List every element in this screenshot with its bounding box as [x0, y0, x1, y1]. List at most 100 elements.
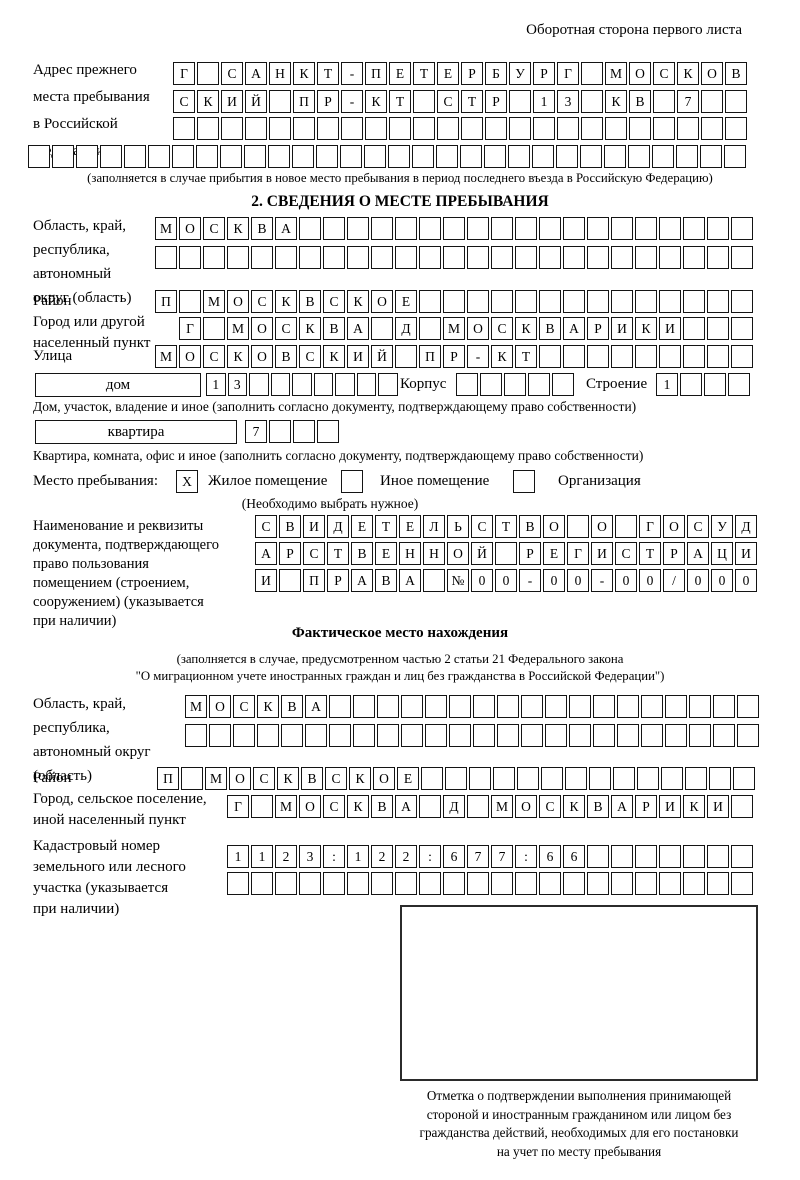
char-cell[interactable]: [491, 290, 513, 313]
char-cell[interactable]: О: [591, 515, 613, 538]
char-cell[interactable]: [323, 246, 345, 269]
char-cell[interactable]: Л: [423, 515, 445, 538]
char-cell[interactable]: [731, 246, 753, 269]
char-cell[interactable]: О: [467, 317, 489, 340]
char-cell[interactable]: [299, 872, 321, 895]
char-cell[interactable]: [731, 795, 753, 818]
char-cell[interactable]: [371, 217, 393, 240]
char-cell[interactable]: [419, 290, 441, 313]
char-cell[interactable]: 1: [227, 845, 249, 868]
char-cell[interactable]: О: [299, 795, 321, 818]
char-cell[interactable]: [185, 724, 207, 747]
char-cell[interactable]: [270, 373, 290, 396]
char-cell[interactable]: 3: [227, 373, 247, 396]
char-cell[interactable]: [279, 569, 301, 592]
char-cell[interactable]: Д: [395, 317, 417, 340]
char-cell[interactable]: А: [347, 317, 369, 340]
char-cell[interactable]: [659, 217, 681, 240]
char-cell[interactable]: [628, 145, 650, 168]
char-cell[interactable]: 2: [395, 845, 417, 868]
char-cell[interactable]: С: [687, 515, 709, 538]
char-cell[interactable]: [317, 117, 339, 140]
char-cell[interactable]: [604, 145, 626, 168]
char-cell[interactable]: Т: [639, 542, 661, 565]
char-cell[interactable]: [395, 872, 417, 895]
char-cell[interactable]: 1: [347, 845, 369, 868]
char-cell[interactable]: №: [447, 569, 469, 592]
char-cell[interactable]: [293, 420, 315, 443]
char-cell[interactable]: О: [663, 515, 685, 538]
char-cell[interactable]: 0: [543, 569, 565, 592]
char-cell[interactable]: [220, 145, 242, 168]
char-cell[interactable]: [683, 845, 705, 868]
char-cell[interactable]: П: [365, 62, 387, 85]
char-cell[interactable]: [539, 217, 561, 240]
char-cell[interactable]: И: [347, 345, 369, 368]
char-cell[interactable]: П: [419, 345, 441, 368]
char-cell[interactable]: [371, 872, 393, 895]
char-cell[interactable]: [611, 845, 633, 868]
char-cell[interactable]: [689, 724, 711, 747]
char-cell[interactable]: И: [735, 542, 757, 565]
char-cell[interactable]: [413, 90, 435, 113]
char-cell[interactable]: В: [299, 290, 321, 313]
char-cell[interactable]: М: [227, 317, 249, 340]
char-cell[interactable]: [449, 695, 471, 718]
char-cell[interactable]: М: [185, 695, 207, 718]
char-cell[interactable]: А: [305, 695, 327, 718]
char-cell[interactable]: [377, 695, 399, 718]
char-cell[interactable]: [421, 767, 443, 790]
char-cell[interactable]: [593, 724, 615, 747]
char-cell[interactable]: [371, 317, 393, 340]
char-cell[interactable]: [539, 872, 561, 895]
char-cell[interactable]: [395, 246, 417, 269]
char-cell[interactable]: [733, 767, 755, 790]
char-cell[interactable]: М: [155, 217, 177, 240]
char-cell[interactable]: О: [629, 62, 651, 85]
char-cell[interactable]: [467, 290, 489, 313]
char-cell[interactable]: [725, 90, 747, 113]
char-cell[interactable]: [329, 695, 351, 718]
char-cell[interactable]: [179, 290, 201, 313]
char-cell[interactable]: [731, 217, 753, 240]
char-cell[interactable]: [340, 145, 362, 168]
char-cell[interactable]: [124, 145, 146, 168]
char-cell[interactable]: [443, 217, 465, 240]
char-cell[interactable]: Т: [317, 62, 339, 85]
char-cell[interactable]: [233, 724, 255, 747]
char-cell[interactable]: [388, 145, 410, 168]
char-cell[interactable]: [227, 246, 249, 269]
char-cell[interactable]: [155, 246, 177, 269]
char-cell[interactable]: [473, 724, 495, 747]
char-cell[interactable]: [197, 62, 219, 85]
char-cell[interactable]: [731, 345, 753, 368]
char-cell[interactable]: [419, 872, 441, 895]
char-cell[interactable]: 2: [371, 845, 393, 868]
char-cell[interactable]: К: [323, 345, 345, 368]
char-cell[interactable]: [569, 695, 591, 718]
char-cell[interactable]: [635, 345, 657, 368]
char-cell[interactable]: [683, 217, 705, 240]
char-cell[interactable]: 0: [687, 569, 709, 592]
char-cell[interactable]: [445, 767, 467, 790]
char-cell[interactable]: Р: [461, 62, 483, 85]
char-cell[interactable]: [709, 767, 731, 790]
char-cell[interactable]: К: [515, 317, 537, 340]
char-cell[interactable]: [299, 217, 321, 240]
char-cell[interactable]: [203, 246, 225, 269]
char-cell[interactable]: Г: [173, 62, 195, 85]
char-cell[interactable]: [378, 373, 398, 396]
checkbox[interactable]: X: [176, 470, 198, 493]
char-cell[interactable]: [456, 373, 478, 396]
char-cell[interactable]: А: [687, 542, 709, 565]
char-cell[interactable]: [316, 145, 338, 168]
char-cell[interactable]: [637, 767, 659, 790]
char-cell[interactable]: [587, 217, 609, 240]
char-cell[interactable]: [227, 872, 249, 895]
char-cell[interactable]: С: [653, 62, 675, 85]
char-cell[interactable]: [480, 373, 502, 396]
char-cell[interactable]: Е: [395, 290, 417, 313]
char-cell[interactable]: [491, 872, 513, 895]
char-cell[interactable]: С: [251, 290, 273, 313]
char-cell[interactable]: [449, 724, 471, 747]
